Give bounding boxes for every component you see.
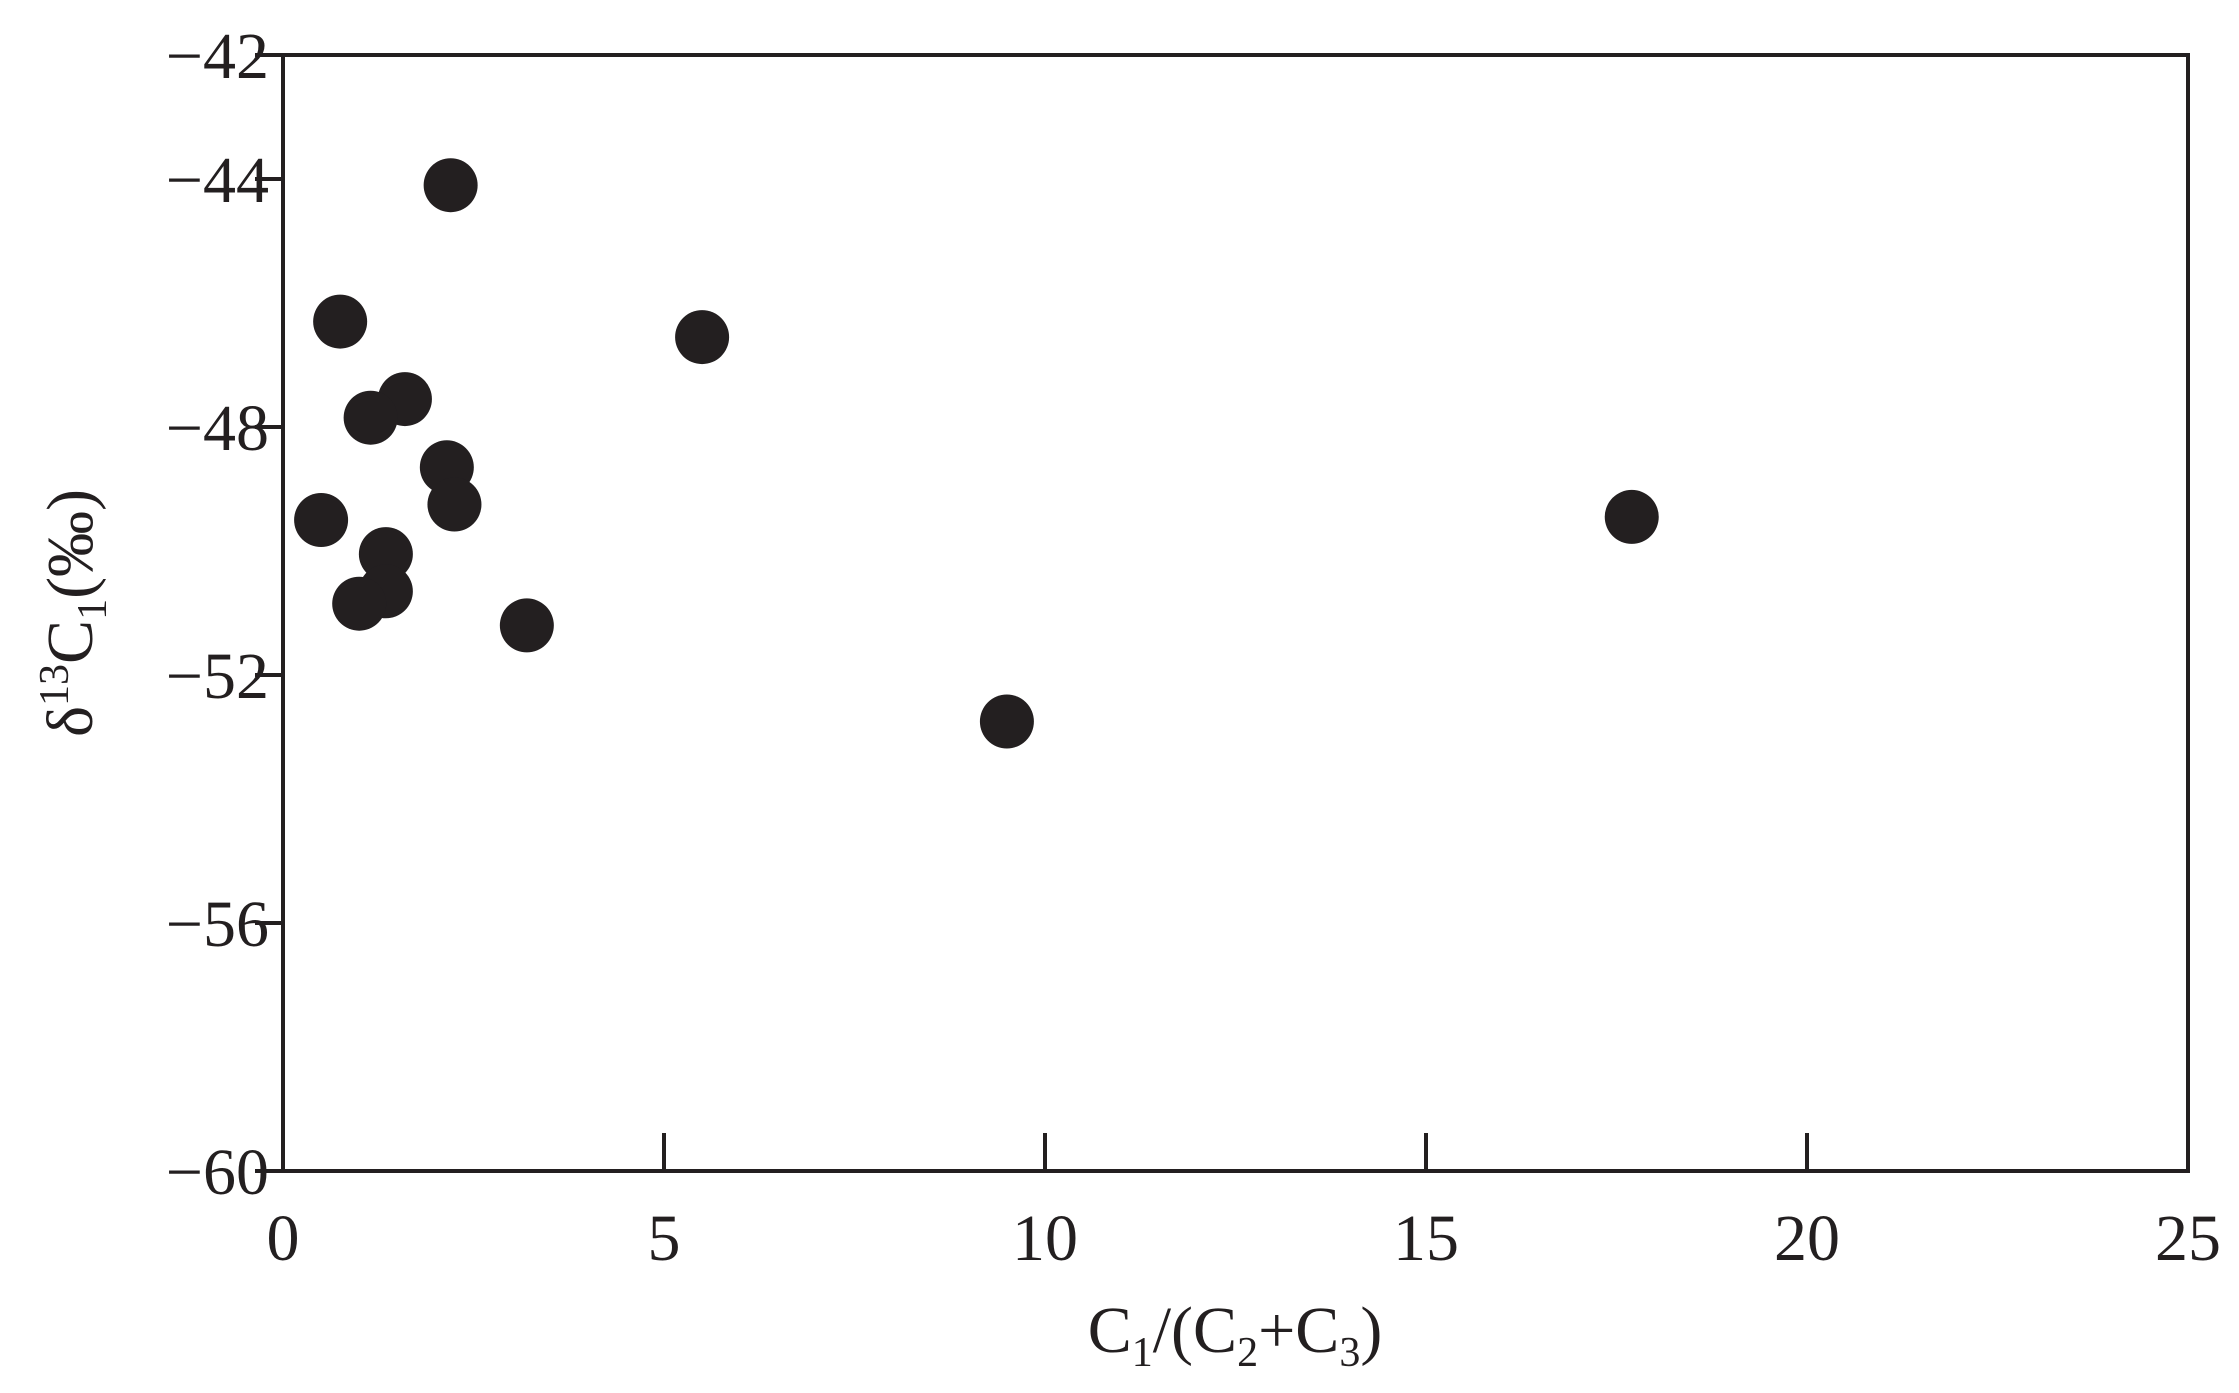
- axis-title-text: +C: [1258, 1294, 1339, 1367]
- data-point: [1604, 489, 1659, 544]
- y-tick-label: −60: [166, 1136, 269, 1209]
- data-point: [358, 527, 413, 582]
- y-tick-label: −42: [166, 20, 269, 93]
- data-point: [499, 598, 554, 653]
- data-point: [313, 294, 368, 349]
- axis-title-text: (‰): [34, 489, 107, 599]
- y-tick-label: −52: [166, 640, 269, 713]
- data-point: [427, 477, 482, 532]
- data-point: [979, 694, 1034, 749]
- axis-title-subscript: 3: [1339, 1330, 1360, 1376]
- x-axis-ticks: 0 5 10 15 20 25: [267, 1133, 2221, 1275]
- axis-title-text: /(C: [1153, 1294, 1237, 1367]
- x-axis-title: C1/(C2+C3): [1088, 1294, 1383, 1376]
- data-point: [343, 390, 398, 445]
- axis-title-text: δ: [34, 706, 107, 737]
- axis-title-text: C: [1088, 1294, 1132, 1367]
- x-tick-label: 5: [648, 1202, 681, 1275]
- x-tick-label: 0: [267, 1202, 300, 1275]
- axis-title-superscript: 13: [32, 664, 78, 706]
- y-axis-title: δ13C1(‰): [32, 489, 116, 737]
- axis-title-subscript: 1: [1132, 1330, 1153, 1376]
- plot-frame: [281, 53, 2190, 1173]
- axis-title-subscript: 2: [1237, 1330, 1258, 1376]
- data-points: [294, 158, 1659, 749]
- data-point: [294, 493, 349, 547]
- axis-title-subscript: 1: [70, 599, 116, 620]
- data-point: [423, 158, 478, 213]
- y-axis-ticks: −60 −56 −52 −48 −44 −42: [166, 20, 283, 1209]
- x-tick-label: 25: [2155, 1202, 2221, 1275]
- y-tick-label: −44: [166, 144, 269, 217]
- x-tick-label: 10: [1012, 1202, 1078, 1275]
- axis-title-text: C: [34, 620, 107, 664]
- x-tick-label: 20: [1774, 1202, 1840, 1275]
- data-point: [332, 576, 387, 631]
- x-tick-label: 15: [1393, 1202, 1459, 1275]
- y-tick-label: −48: [166, 392, 269, 465]
- data-point: [675, 310, 730, 365]
- y-tick-label: −56: [166, 888, 269, 961]
- axis-title-text: ): [1360, 1294, 1382, 1367]
